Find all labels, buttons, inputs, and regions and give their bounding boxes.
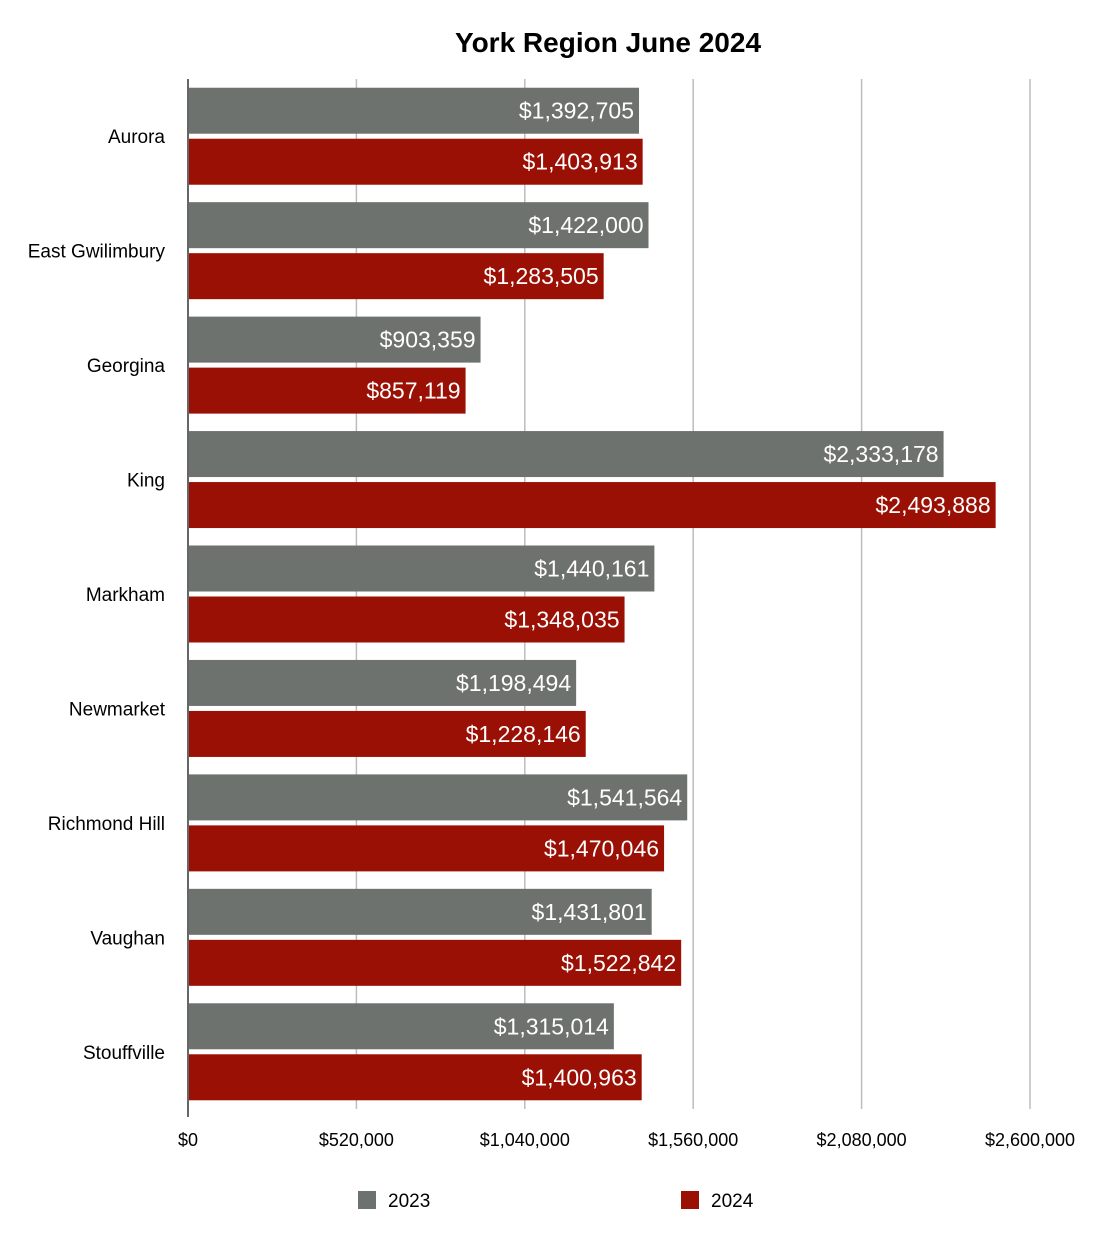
bar-2024-east-gwilimbury: [189, 253, 604, 300]
category-label: Vaughan: [90, 928, 165, 949]
bar-data-label: $1,422,000: [528, 212, 643, 238]
bar-data-label: $1,392,705: [519, 98, 634, 124]
category-label: East Gwilimbury: [28, 242, 166, 263]
bar-2023-newmarket: [189, 659, 577, 706]
bar-data-label: $1,541,564: [567, 784, 682, 810]
bar-2024-vaughan: [189, 939, 682, 986]
category-label: Newmarket: [69, 699, 166, 720]
category-label: King: [127, 471, 165, 492]
x-tick-label: $0: [178, 1130, 198, 1150]
category-labels: Aurora East Gwilimbury Georgina King Markham…: [28, 127, 166, 1064]
bar-data-label: $2,333,178: [823, 441, 938, 467]
bar-data-label: $857,119: [366, 378, 460, 404]
bar-2024-markham: [189, 596, 625, 643]
bar-2024-aurora: [189, 138, 643, 185]
bar-2023-vaughan: [189, 888, 652, 935]
bar-2023-stouffville: [189, 1003, 614, 1050]
bar-data-label: $1,522,842: [561, 950, 676, 976]
legend-label-2024: 2024: [711, 1191, 754, 1212]
bar-2023-georgina: [189, 316, 481, 363]
category-label: Georgina: [87, 356, 166, 377]
bar-data-label: $1,348,035: [504, 607, 619, 633]
legend: 2023 2024: [358, 1191, 754, 1212]
category-label: Aurora: [108, 127, 165, 148]
bar-data-label: $1,228,146: [466, 721, 581, 747]
x-tick-label: $1,040,000: [480, 1130, 570, 1150]
legend-label-2023: 2023: [388, 1191, 430, 1212]
bar-data-label: $1,403,913: [523, 149, 638, 175]
bar-2023-richmond-hill: [189, 774, 688, 821]
legend-swatch-2024: [681, 1191, 699, 1209]
x-tick-label: $520,000: [319, 1130, 394, 1150]
bars: $1,392,705 $1,403,913 $1,422,000 $1,283,505…: [189, 87, 996, 1101]
x-axis-tick-labels: $0 $520,000 $1,040,000 $1,560,000 $2,080,000…: [178, 1130, 1075, 1150]
bar-data-label: $903,359: [380, 327, 476, 353]
bar-2023-markham: [189, 545, 655, 592]
legend-swatch-2023: [358, 1191, 376, 1209]
bar-data-label: $1,198,494: [456, 670, 571, 696]
bar-data-label: $1,283,505: [484, 263, 599, 289]
bar-2024-richmond-hill: [189, 825, 665, 872]
category-label: Stouffville: [83, 1043, 165, 1064]
bar-data-label: $1,315,014: [494, 1013, 609, 1039]
bar-2024-georgina: [189, 367, 466, 414]
x-tick-label: $2,600,000: [985, 1130, 1075, 1150]
category-label: Richmond Hill: [48, 814, 165, 835]
bar-2023-king: [189, 431, 944, 478]
bar-data-label: $2,493,888: [876, 492, 991, 518]
gridlines: [187, 79, 1031, 1117]
bar-2023-aurora: [189, 87, 640, 134]
chart-title: York Region June 2024: [455, 27, 761, 58]
x-tick-label: $2,080,000: [817, 1130, 907, 1150]
bar-2024-newmarket: [189, 710, 586, 757]
category-label: Markham: [86, 585, 165, 606]
bar-data-label: $1,440,161: [534, 556, 649, 582]
bar-2023-east-gwilimbury: [189, 202, 649, 249]
x-tick-label: $1,560,000: [648, 1130, 738, 1150]
bar-data-label: $1,470,046: [544, 835, 659, 861]
bar-2024-stouffville: [189, 1054, 642, 1101]
bar-data-label: $1,400,963: [522, 1064, 637, 1090]
bar-data-label: $1,431,801: [532, 899, 647, 925]
bar-2024-king: [189, 482, 996, 529]
